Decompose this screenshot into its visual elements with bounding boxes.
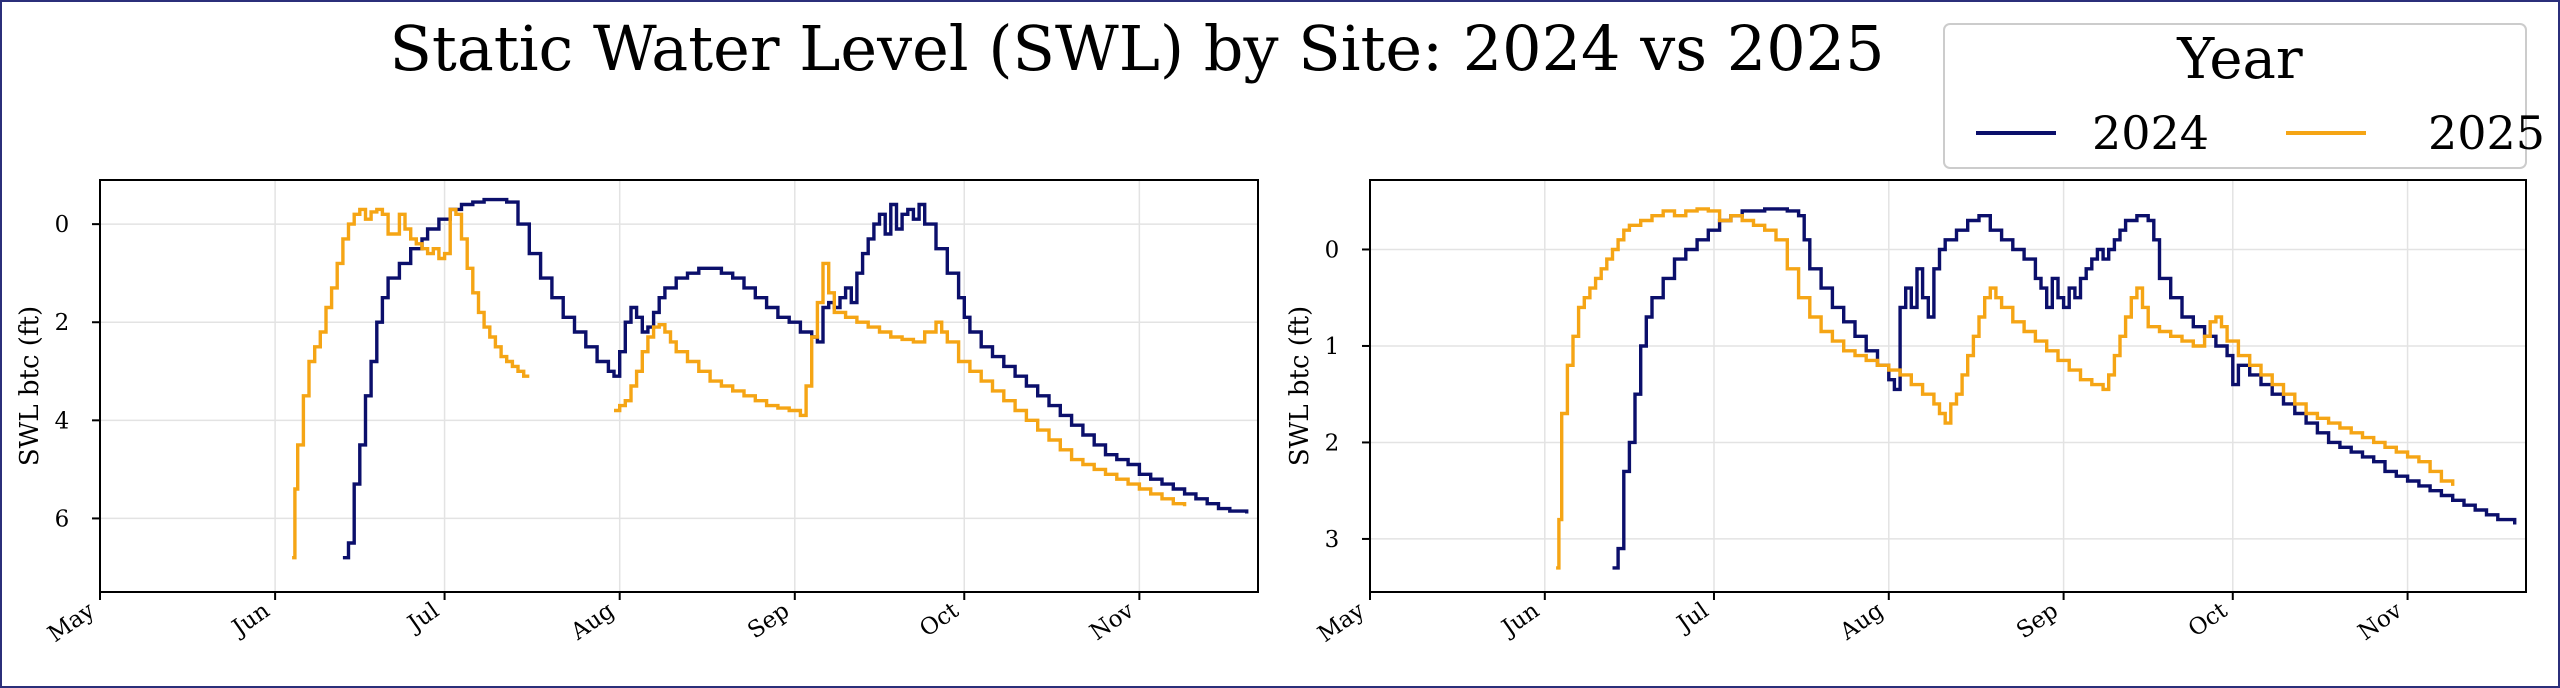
x-tick-label: Sep [2012, 598, 2063, 645]
x-tick-label: Jun [226, 598, 275, 643]
y-tick-label: 3 [1325, 527, 1340, 553]
y-tick-label: 0 [55, 212, 70, 238]
figure-title: Static Water Level (SWL) by Site: 2024 v… [389, 12, 1884, 85]
x-tick-label: Jun [1496, 598, 1545, 643]
x-tick-label: Aug [566, 597, 620, 645]
y-tick-label: 0 [1325, 237, 1340, 263]
series-group [292, 197, 1249, 560]
legend-box [1943, 23, 2527, 169]
x-tick-label: Aug [1835, 597, 1889, 645]
x-tick-label: Sep [743, 598, 794, 645]
x-tick-label: May [1313, 598, 1369, 648]
x-tick-label: Jul [1671, 598, 1713, 638]
x-tick-label: Nov [1085, 598, 1138, 646]
series-group [1556, 207, 2517, 570]
plots-group: 0 2 4 6 May Jun Jul Aug Sep Oct Nov SWL btc (ft) 0 1 2… [15, 179, 2527, 648]
plot-1: 0 2 4 6 May Jun Jul Aug Sep Oct Nov SWL btc (ft) [15, 179, 1259, 648]
y-tick-label: 6 [55, 506, 70, 532]
legend-label-2024: 2024 [2092, 106, 2209, 160]
y-tick-label: 2 [1325, 430, 1340, 456]
axes-frame [1369, 179, 2527, 593]
legend-title: Year [2176, 27, 2303, 92]
x-tick-label: Jul [402, 598, 444, 638]
legend: Year 2024 2025 [1943, 23, 2545, 169]
y-axis-label: SWL btc (ft) [15, 306, 45, 466]
x-tick-label: Nov [2354, 598, 2407, 646]
y-tick-label: 1 [1325, 334, 1340, 360]
y-axis-label: SWL btc (ft) [1285, 306, 1315, 466]
plot-2: 0 1 2 3 May Jun Jul Aug Sep Oct Nov SWL btc (ft) [1285, 179, 2527, 648]
series-line-2024 [1612, 207, 2517, 570]
series-line-2025 [614, 261, 1187, 507]
legend-label-2025: 2025 [2428, 106, 2545, 160]
series-line-2024 [342, 197, 1249, 560]
y-tick-label: 2 [55, 310, 70, 336]
x-tick-label: May [43, 598, 99, 648]
x-tick-label: Oct [915, 597, 964, 642]
x-tick-label: Oct [2184, 597, 2233, 642]
series-line-2025 [292, 207, 530, 560]
series-line-2025 [1556, 207, 2455, 570]
axes-frame [99, 179, 1259, 593]
y-tick-label: 4 [55, 408, 70, 434]
